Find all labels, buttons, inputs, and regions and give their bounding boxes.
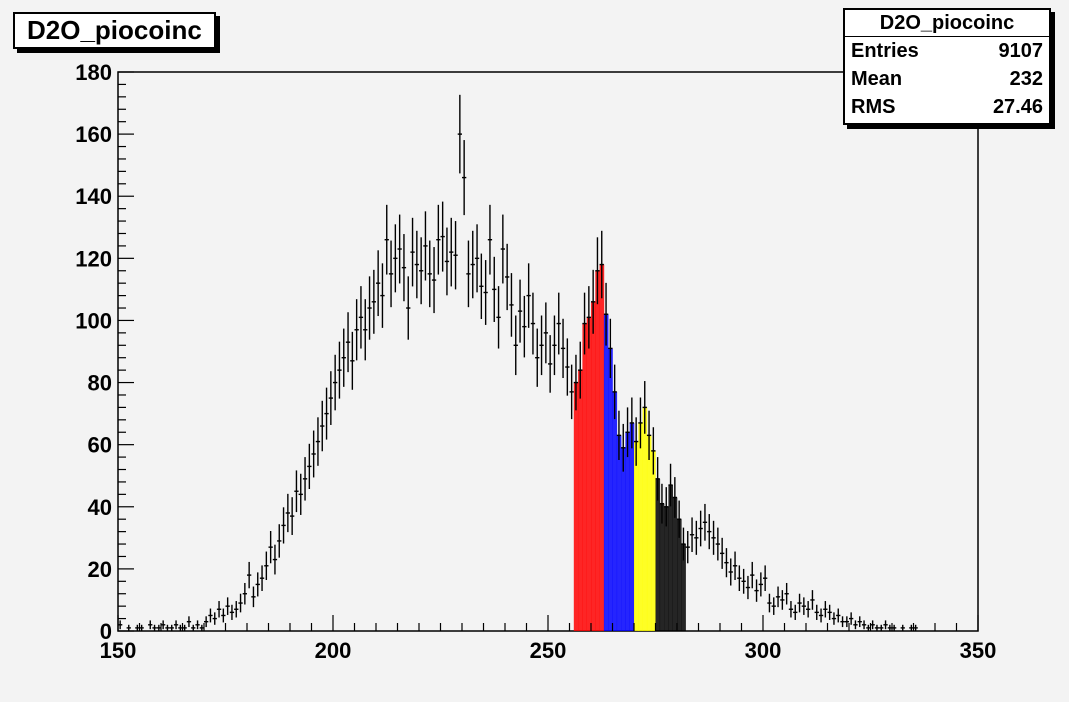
highlight-bin — [573, 382, 579, 631]
highlight-bin — [586, 317, 592, 631]
highlight-bin — [625, 432, 630, 631]
stats-row-rms: RMS 27.46 — [845, 93, 1049, 121]
highlight-bin — [629, 422, 635, 631]
highlight-bin — [659, 503, 665, 631]
highlight-bin — [616, 435, 622, 631]
highlight-bin — [595, 270, 600, 631]
stats-value: 27.46 — [992, 96, 1043, 118]
x-tick-label: 300 — [745, 638, 782, 663]
highlight-bands — [573, 264, 686, 631]
highlight-bin — [582, 323, 587, 631]
highlight-bin — [621, 447, 626, 631]
highlight-bin — [681, 544, 686, 631]
highlight-bin — [591, 301, 596, 631]
highlight-bin — [668, 485, 673, 631]
y-tick-label: 180 — [75, 60, 112, 85]
highlight-bin — [638, 422, 643, 631]
y-tick-label: 140 — [75, 184, 112, 209]
stats-label: Mean — [851, 68, 903, 90]
stats-value: 232 — [1009, 68, 1043, 90]
stats-row-mean: Mean 232 — [845, 65, 1049, 93]
y-tick-label: 160 — [75, 122, 112, 147]
stats-label: Entries — [851, 40, 919, 62]
highlight-bin — [642, 407, 648, 631]
x-tick-label: 200 — [315, 638, 352, 663]
histogram-title: D2O_piocoinc — [13, 12, 216, 49]
highlight-bin — [651, 450, 656, 631]
highlight-bin — [612, 391, 618, 631]
error-bars — [118, 94, 918, 631]
highlight-bin — [603, 314, 609, 631]
highlight-bin — [672, 497, 678, 631]
stats-label: RMS — [851, 96, 896, 118]
x-tick-label: 350 — [960, 638, 997, 663]
highlight-bin — [599, 264, 605, 631]
highlight-bin — [646, 435, 652, 631]
highlight-bin — [578, 370, 583, 631]
highlight-bin — [664, 506, 669, 631]
y-tick-label: 120 — [75, 246, 112, 271]
stats-row-entries: Entries 9107 — [845, 37, 1049, 65]
y-tick-label: 40 — [88, 495, 112, 520]
stats-value: 9107 — [998, 40, 1044, 62]
highlight-bin — [608, 348, 613, 631]
x-tick-label: 250 — [530, 638, 567, 663]
highlight-bin — [677, 519, 682, 631]
y-tick-label: 100 — [75, 308, 112, 333]
plot-frame — [117, 71, 979, 632]
axes: 0 20 40 60 80 100 120 140 160 180 150 200 250 300 350 — [75, 60, 996, 663]
y-tick-label: 0 — [100, 619, 112, 644]
y-tick-label: 20 — [88, 557, 112, 582]
x-tick-label: 150 — [100, 638, 137, 663]
y-tick-label: 80 — [88, 371, 112, 396]
highlight-bin — [634, 441, 639, 631]
highlight-bin — [655, 478, 661, 631]
stats-title: D2O_piocoinc — [845, 10, 1049, 37]
y-tick-label: 60 — [88, 433, 112, 458]
stats-box: D2O_piocoinc Entries 9107 Mean 232 RMS 2… — [843, 8, 1051, 125]
